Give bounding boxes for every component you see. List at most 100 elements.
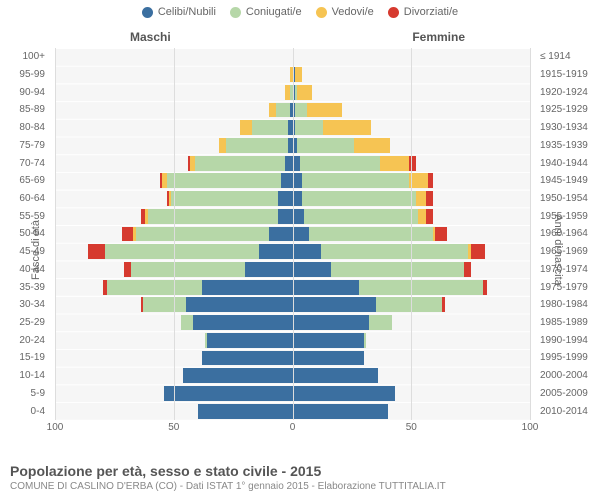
segment-m (105, 244, 259, 259)
age-label: 10-14 (0, 367, 50, 385)
segment-m (304, 209, 418, 224)
segment-m (376, 297, 443, 312)
birth-label: 1915-1919 (535, 66, 600, 84)
birth-label: ≤ 1914 (535, 48, 600, 66)
segment-d (124, 262, 131, 277)
birth-label: 2010-2014 (535, 402, 600, 420)
segment-w (219, 138, 226, 153)
birth-label: 1925-1929 (535, 101, 600, 119)
segment-d (483, 280, 488, 295)
legend-item: Divorziati/e (388, 6, 458, 18)
segment-c (293, 404, 388, 419)
pyramid-plot (55, 48, 530, 420)
segment-c (293, 156, 300, 171)
x-tick: 50 (168, 422, 179, 433)
legend-swatch (142, 7, 153, 18)
segment-c (293, 351, 364, 366)
segment-c (293, 262, 331, 277)
segment-m (171, 191, 278, 206)
age-labels: 100+95-9990-9485-8980-8475-7970-7465-696… (0, 48, 50, 420)
birth-label: 1955-1959 (535, 207, 600, 225)
chart-title: Popolazione per età, sesso e stato civil… (10, 463, 590, 479)
x-axis: 10050050100 (55, 422, 530, 438)
legend: Celibi/Nubili Coniugati/e Vedovi/e Divorzia… (0, 0, 600, 18)
age-label: 65-69 (0, 172, 50, 190)
segment-w (297, 85, 311, 100)
legend-item: Vedovi/e (316, 6, 374, 18)
age-label: 75-79 (0, 137, 50, 155)
legend-item: Coniugati/e (230, 6, 302, 18)
segment-c (285, 156, 292, 171)
segment-c (293, 333, 364, 348)
birth-label: 2000-2004 (535, 367, 600, 385)
segment-c (293, 315, 369, 330)
age-label: 50-54 (0, 225, 50, 243)
age-label: 85-89 (0, 101, 50, 119)
x-tick: 50 (406, 422, 417, 433)
gridline (530, 48, 531, 420)
segment-w (380, 156, 409, 171)
birth-label: 1980-1984 (535, 296, 600, 314)
age-label: 5-9 (0, 385, 50, 403)
segment-c (293, 173, 303, 188)
segment-d (464, 262, 471, 277)
age-label: 25-29 (0, 314, 50, 332)
segment-c (207, 333, 293, 348)
segment-m (302, 191, 416, 206)
segment-w (307, 103, 343, 118)
age-label: 55-59 (0, 207, 50, 225)
segment-w (240, 120, 252, 135)
segment-c (259, 244, 292, 259)
segment-m (302, 173, 409, 188)
birth-label: 1975-1979 (535, 278, 600, 296)
segment-m (148, 209, 279, 224)
birth-label: 1985-1989 (535, 314, 600, 332)
segment-m (321, 244, 468, 259)
birth-label: 1990-1994 (535, 331, 600, 349)
birth-label: 1950-1954 (535, 190, 600, 208)
birth-label: 1940-1944 (535, 154, 600, 172)
age-label: 95-99 (0, 66, 50, 84)
segment-m (181, 315, 193, 330)
segment-c (193, 315, 293, 330)
age-label: 15-19 (0, 349, 50, 367)
segment-c (293, 227, 310, 242)
segment-d (471, 244, 485, 259)
gridline (174, 48, 175, 420)
segment-d (426, 191, 433, 206)
segment-m (195, 156, 285, 171)
segment-w (418, 209, 425, 224)
legend-item: Celibi/Nubili (142, 6, 216, 18)
segment-m (167, 173, 281, 188)
segment-m (107, 280, 202, 295)
birth-label: 1945-1949 (535, 172, 600, 190)
birth-label: 1920-1924 (535, 83, 600, 101)
age-label: 45-49 (0, 243, 50, 261)
segment-d (442, 297, 444, 312)
segment-m (295, 120, 324, 135)
segment-d (426, 209, 433, 224)
x-tick: 100 (47, 422, 64, 433)
segment-m (226, 138, 288, 153)
age-label: 80-84 (0, 119, 50, 137)
gridline (293, 48, 294, 420)
age-label: 30-34 (0, 296, 50, 314)
segment-c (293, 244, 322, 259)
birth-label: 1930-1934 (535, 119, 600, 137)
segment-m (309, 227, 433, 242)
segment-c (293, 368, 379, 383)
legend-label: Vedovi/e (332, 6, 374, 18)
segment-c (186, 297, 293, 312)
segment-c (202, 280, 292, 295)
birth-label: 1965-1969 (535, 243, 600, 261)
segment-m (136, 227, 269, 242)
segment-m (276, 103, 290, 118)
birth-label: 1995-1999 (535, 349, 600, 367)
segment-c (202, 351, 292, 366)
age-label: 100+ (0, 48, 50, 66)
birth-labels: ≤ 19141915-19191920-19241925-19291930-19… (535, 48, 600, 420)
age-label: 20-24 (0, 331, 50, 349)
segment-d (88, 244, 105, 259)
legend-label: Celibi/Nubili (158, 6, 216, 18)
birth-label: 1970-1974 (535, 261, 600, 279)
